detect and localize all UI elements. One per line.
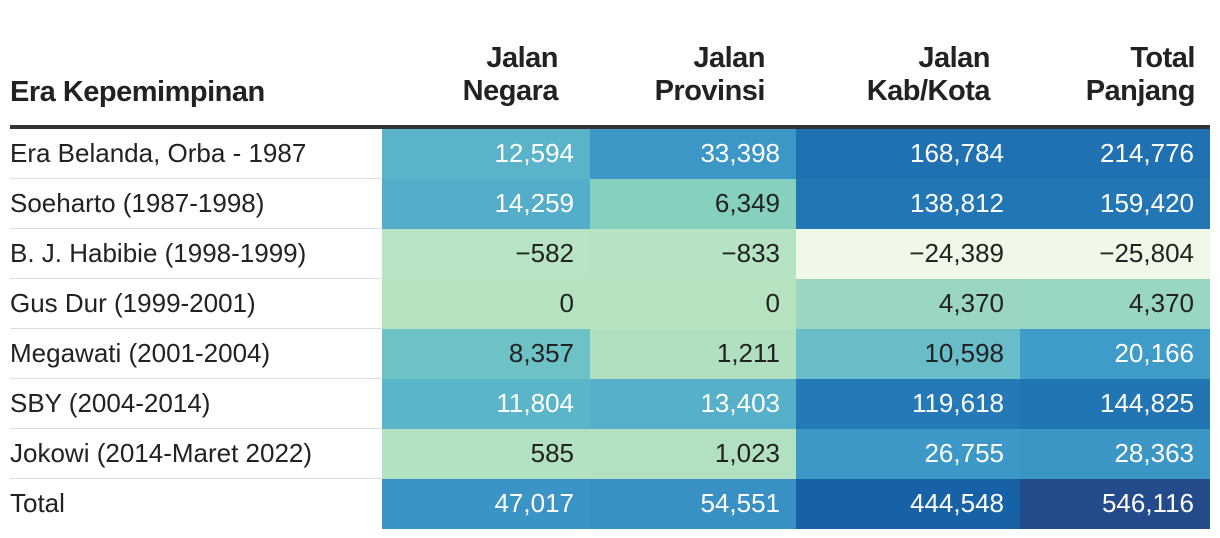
table-row: Gus Dur (1999-2001) 0 0 4,370 4,370 xyxy=(10,279,1210,329)
table-row: Jokowi (2014-Maret 2022) 585 1,023 26,755 28… xyxy=(10,429,1210,479)
total-row: Total 47,017 54,551 444,548 546,116 xyxy=(10,479,1210,529)
cell-total-panjang: 28,363 xyxy=(1020,429,1210,479)
header-total-panjang-line2: Panjang xyxy=(1085,75,1196,107)
cell-jalan-kabkota: −24,389 xyxy=(796,229,1020,279)
cell-jalan-provinsi: 1,023 xyxy=(590,429,796,479)
header-jalan-provinsi-line1: Jalan xyxy=(693,42,765,74)
row-label: Megawati (2001-2004) xyxy=(10,338,271,368)
header-era: Era Kepemimpinan xyxy=(10,76,265,108)
header-jalan-provinsi-line2: Provinsi xyxy=(654,75,766,107)
cell-jalan-negara: 11,804 xyxy=(382,379,590,429)
cell-jalan-provinsi: −833 xyxy=(590,229,796,279)
header-rule xyxy=(10,125,1210,129)
header-jalan-kabkota: Jalan Kab/Kota xyxy=(796,42,991,112)
header-total-panjang: Total Panjang xyxy=(1020,42,1196,112)
row-label: Soeharto (1987-1998) xyxy=(10,188,265,218)
row-label: Gus Dur (1999-2001) xyxy=(10,288,256,318)
cell-jalan-negara: 585 xyxy=(382,429,590,479)
cell-total-panjang: 4,370 xyxy=(1020,279,1210,329)
cell-jalan-provinsi: 6,349 xyxy=(590,179,796,229)
table-row: SBY (2004-2014) 11,804 13,403 119,618 144,82… xyxy=(10,379,1210,429)
header-jalan-negara: Jalan Negara xyxy=(382,42,559,112)
cell-jalan-kabkota: 4,370 xyxy=(796,279,1020,329)
table-row: Megawati (2001-2004) 8,357 1,211 10,598 20,1… xyxy=(10,329,1210,379)
header-total-panjang-line1: Total xyxy=(1130,42,1195,74)
header-jalan-negara-line1: Jalan xyxy=(486,42,558,74)
cell-total-panjang: 159,420 xyxy=(1020,179,1210,229)
cell-jalan-provinsi: 1,211 xyxy=(590,329,796,379)
row-label: Jokowi (2014-Maret 2022) xyxy=(10,438,313,468)
cell-jalan-kabkota: 168,784 xyxy=(796,129,1020,179)
cell-jalan-negara: 47,017 xyxy=(382,479,590,529)
cell-jalan-kabkota: 26,755 xyxy=(796,429,1020,479)
cell-jalan-provinsi: 54,551 xyxy=(590,479,796,529)
cell-jalan-kabkota: 444,548 xyxy=(796,479,1020,529)
header-jalan-negara-line2: Negara xyxy=(462,75,559,107)
cell-jalan-kabkota: 119,618 xyxy=(796,379,1020,429)
header-jalan-provinsi: Jalan Provinsi xyxy=(590,42,766,112)
table-row: B. J. Habibie (1998-1999) −582 −833 −24,389… xyxy=(10,229,1210,279)
header-jalan-kabkota-line2: Kab/Kota xyxy=(866,75,991,107)
cell-jalan-negara: 0 xyxy=(382,279,590,329)
row-label: SBY (2004-2014) xyxy=(10,388,211,418)
cell-total-panjang: 144,825 xyxy=(1020,379,1210,429)
row-label: B. J. Habibie (1998-1999) xyxy=(10,238,307,268)
table-row: Soeharto (1987-1998) 14,259 6,349 138,812 15… xyxy=(10,179,1210,229)
cell-total-panjang: −25,804 xyxy=(1020,229,1210,279)
table-row: Era Belanda, Orba - 1987 12,594 33,398 168,… xyxy=(10,129,1210,179)
header-jalan-kabkota-line1: Jalan xyxy=(918,42,990,74)
cell-jalan-provinsi: 13,403 xyxy=(590,379,796,429)
row-label: Total xyxy=(10,488,65,518)
cell-total-panjang: 546,116 xyxy=(1020,479,1210,529)
cell-jalan-negara: 8,357 xyxy=(382,329,590,379)
cell-jalan-kabkota: 10,598 xyxy=(796,329,1020,379)
cell-jalan-kabkota: 138,812 xyxy=(796,179,1020,229)
cell-total-panjang: 214,776 xyxy=(1020,129,1210,179)
row-label: Era Belanda, Orba - 1987 xyxy=(10,138,307,168)
cell-jalan-negara: −582 xyxy=(382,229,590,279)
cell-jalan-provinsi: 0 xyxy=(590,279,796,329)
cell-jalan-negara: 14,259 xyxy=(382,179,590,229)
cell-jalan-provinsi: 33,398 xyxy=(590,129,796,179)
cell-total-panjang: 20,166 xyxy=(1020,329,1210,379)
cell-jalan-negara: 12,594 xyxy=(382,129,590,179)
